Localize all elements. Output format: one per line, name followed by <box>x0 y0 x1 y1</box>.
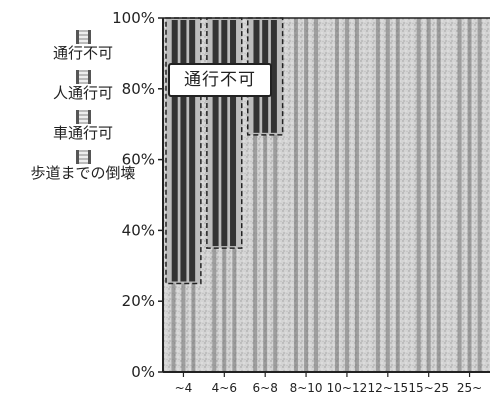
bar-stripe-3-1 <box>304 18 309 372</box>
x-tick-label-2: 6~8 <box>253 381 278 395</box>
bar-stripe-6-1 <box>426 18 431 372</box>
bar-stripe-1-0 <box>212 248 217 372</box>
annotation-callout: 通行不可 <box>168 63 272 97</box>
x-tick-label-7: 25~ <box>457 381 482 395</box>
bar-impassable-stripe-1-2 <box>230 20 237 247</box>
bar-stripe-5-2 <box>395 18 400 372</box>
bar-stripe-0-1 <box>181 283 186 372</box>
legend-item-pedestrian-passable: 人通行可 <box>8 70 158 110</box>
bar-stripe-0-2 <box>191 283 196 372</box>
bar-impassable-stripe-0-2 <box>189 20 196 282</box>
bar-stripe-5-0 <box>375 18 380 372</box>
bar-impassable-stripe-0-1 <box>180 20 187 282</box>
legend: 通行不可 人通行可 車通行可 歩道までの倒壊 <box>8 30 158 190</box>
bar-stripe-3-2 <box>314 18 319 372</box>
y-tick-label-3: 60% <box>122 151 155 169</box>
bar-stripe-0-0 <box>171 283 176 372</box>
bar-stripe-1-1 <box>222 248 227 372</box>
legend-swatch-impassable <box>75 30 91 44</box>
y-tick-label-2: 40% <box>122 221 155 239</box>
bar-stripe-7-1 <box>467 18 472 372</box>
bar-stripe-2-0 <box>253 134 258 372</box>
legend-item-vehicle-passable: 車通行可 <box>8 110 158 150</box>
legend-label-vehicle-passable: 車通行可 <box>52 124 113 142</box>
legend-swatch-pedestrian-passable <box>75 70 91 84</box>
bar-impassable-stripe-2-2 <box>270 20 277 133</box>
bar-stripe-4-1 <box>344 18 349 372</box>
bar-stripe-4-2 <box>354 18 359 372</box>
legend-swatch-vehicle-passable <box>75 110 91 124</box>
bar-stripe-2-2 <box>273 134 278 372</box>
bar-stripe-7-2 <box>477 18 482 372</box>
legend-item-collapse-to-sidewalk: 歩道までの倒壊 <box>8 150 158 190</box>
bar-stripe-3-0 <box>294 18 299 372</box>
bar-stripe-1-2 <box>232 248 237 372</box>
legend-swatch-collapse-to-sidewalk <box>75 150 91 164</box>
x-tick-label-3: 8~10 <box>290 381 323 395</box>
bar-impassable-stripe-1-0 <box>212 20 219 247</box>
bar-stripe-4-0 <box>334 18 339 372</box>
y-tick-label-5: 100% <box>112 9 155 27</box>
bar-stripe-6-0 <box>416 18 421 372</box>
legend-label-pedestrian-passable: 人通行可 <box>52 84 113 102</box>
bar-stripe-5-1 <box>385 18 390 372</box>
bar-impassable-stripe-1-1 <box>221 20 228 247</box>
x-tick-label-5: 12~15 <box>368 381 409 395</box>
legend-item-impassable: 通行不可 <box>8 30 158 70</box>
x-tick-label-6: 15~25 <box>408 381 449 395</box>
y-tick-label-0: 0% <box>131 363 155 381</box>
bar-stripe-6-2 <box>436 18 441 372</box>
y-tick-label-4: 80% <box>122 80 155 98</box>
bar-stripe-2-1 <box>263 134 268 372</box>
bar-stripe-7-0 <box>457 18 462 372</box>
x-tick-label-0: ~4 <box>175 381 193 395</box>
bar-impassable-stripe-0-0 <box>171 20 178 282</box>
x-tick-label-1: 4~6 <box>212 381 237 395</box>
legend-label-impassable: 通行不可 <box>52 44 113 62</box>
legend-label-collapse-to-sidewalk: 歩道までの倒壊 <box>30 164 136 182</box>
x-tick-label-4: 10~12 <box>327 381 368 395</box>
y-axis-ticks: 0% 20% 40% 60% 80% 100% <box>112 9 163 381</box>
x-axis-ticks: ~4 4~6 6~8 8~10 10~12 12~15 15~25 25~ <box>175 372 482 395</box>
y-tick-label-1: 20% <box>122 292 155 310</box>
